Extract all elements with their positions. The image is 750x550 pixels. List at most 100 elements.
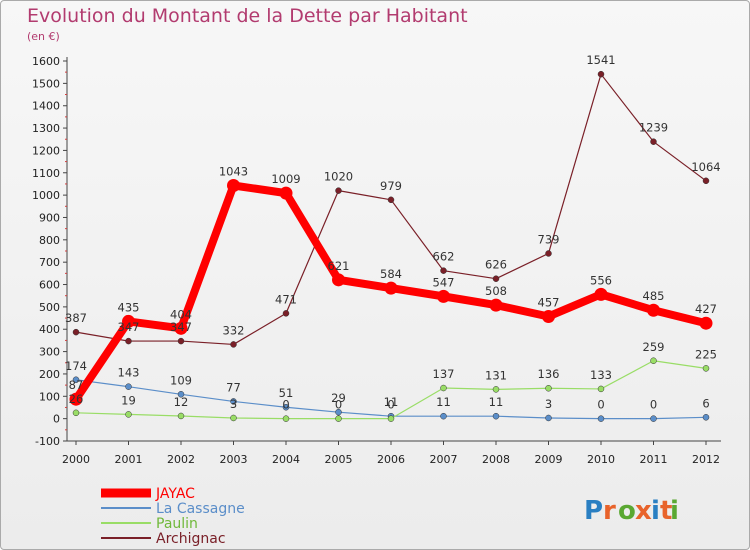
data-label-jayac: 584: [380, 267, 402, 281]
x-tick-label: 2009: [535, 453, 563, 466]
point-la-cassagne: [335, 408, 342, 416]
point-paulin: [72, 409, 80, 417]
data-label-archignac: 471: [275, 292, 297, 306]
data-label-jayac: 621: [328, 259, 350, 273]
data-label-paulin: 133: [590, 368, 612, 382]
y-tick-label: 800: [39, 234, 60, 247]
data-label-jayac: 435: [118, 300, 140, 314]
data-label-jayac: 87: [69, 378, 84, 392]
point-la-cassagne: [440, 412, 447, 420]
x-tick-label: 2003: [220, 453, 248, 466]
data-label-archignac: 347: [118, 320, 140, 334]
logo-letter: o: [618, 496, 636, 526]
data-label-paulin: 259: [643, 340, 665, 354]
point-jayac: [437, 289, 450, 303]
y-tick-label: 200: [39, 368, 60, 381]
point-archignac: [387, 196, 395, 204]
data-label-jayac: 547: [433, 275, 455, 289]
y-tick-label: 1300: [32, 122, 60, 135]
x-tick-label: 2000: [62, 453, 90, 466]
data-label-jayac: 427: [695, 302, 717, 316]
point-paulin: [650, 357, 657, 365]
y-tick-label: 300: [39, 346, 60, 359]
data-label-la-cassagne: 109: [170, 373, 192, 387]
point-jayac: [647, 303, 660, 317]
x-tick-label: 2008: [482, 453, 510, 466]
series-line-archignac: [75, 73, 707, 346]
point-la-cassagne: [282, 403, 290, 411]
data-label-paulin: 0: [282, 398, 289, 412]
data-label-la-cassagne: 3: [545, 397, 552, 411]
point-la-cassagne: [125, 383, 132, 390]
y-tick-label: 900: [39, 211, 60, 224]
data-label-paulin: 131: [485, 368, 507, 382]
y-tick-label: 600: [39, 279, 60, 292]
data-label-archignac: 979: [380, 179, 402, 193]
data-label-paulin: 0: [387, 398, 394, 412]
point-paulin: [125, 411, 132, 418]
point-paulin: [387, 415, 395, 422]
x-tick-label: 2001: [115, 453, 143, 466]
chart-subtitle: (en €): [27, 30, 60, 43]
point-archignac: [282, 310, 290, 317]
point-jayac: [542, 309, 555, 323]
point-jayac: [332, 273, 345, 287]
x-tick-label: 2011: [640, 453, 668, 466]
data-label-jayac: 404: [170, 307, 192, 321]
x-tick-label: 2007: [430, 453, 458, 466]
data-label-la-cassagne: 11: [384, 395, 399, 409]
data-label-paulin: 225: [695, 347, 717, 361]
y-tick-label: 0: [53, 413, 60, 426]
logo-letter: x: [635, 496, 652, 526]
y-tick-label: 100: [39, 390, 60, 403]
point-la-cassagne: [702, 414, 710, 421]
point-jayac: [384, 281, 398, 295]
data-label-archignac: 1020: [324, 170, 353, 184]
point-la-cassagne: [230, 398, 237, 405]
data-labels: 26 19 12 3 0 0 0 137 131 136 133 259 225 174 143 109 77 5…: [65, 53, 721, 411]
data-label-paulin: 12: [174, 395, 189, 409]
data-label-la-cassagne: 143: [118, 366, 140, 380]
logo-letter: r: [603, 496, 616, 526]
y-tick-label: -100: [35, 435, 60, 448]
data-label-jayac: 1009: [271, 172, 300, 186]
data-label-paulin: 0: [335, 398, 342, 412]
data-label-paulin: 136: [538, 367, 560, 381]
y-tick-label: 700: [39, 256, 60, 269]
data-label-archignac: 1239: [639, 121, 668, 135]
data-label-jayac: 485: [643, 289, 665, 303]
y-tick-label: 1600: [32, 55, 60, 68]
point-paulin: [492, 386, 500, 393]
point-paulin: [230, 414, 237, 422]
point-paulin: [282, 415, 290, 422]
data-label-la-cassagne: 11: [436, 395, 451, 409]
point-jayac: [279, 186, 293, 200]
point-jayac: [489, 298, 503, 312]
x-tick-label: 2010: [587, 453, 615, 466]
point-jayac: [122, 314, 135, 328]
point-archignac: [125, 337, 132, 345]
y-tick-label: 400: [39, 323, 60, 336]
data-label-la-cassagne: 0: [597, 398, 604, 412]
point-archignac: [492, 275, 500, 282]
point-paulin: [702, 365, 710, 372]
point-la-cassagne: [177, 391, 185, 398]
data-label-paulin: 19: [121, 393, 136, 407]
data-label-la-cassagne: 51: [279, 386, 294, 400]
logo-letter: i: [670, 496, 679, 526]
x-tick-label: 2005: [325, 453, 353, 466]
point-la-cassagne: [597, 415, 605, 422]
data-label-paulin: 26: [69, 392, 84, 406]
point-archignac: [440, 267, 447, 274]
x-tick-label: 2004: [272, 453, 300, 466]
data-label-jayac: 457: [538, 295, 560, 309]
data-label-la-cassagne: 77: [226, 380, 241, 394]
point-paulin: [335, 415, 342, 422]
point-jayac: [69, 392, 83, 406]
axes: -100010020030040050060070080090010001100…: [32, 55, 721, 466]
legend-label-paulin: Paulin: [156, 516, 198, 532]
data-label-archignac: 739: [538, 232, 560, 246]
data-label-paulin: 3: [230, 397, 237, 411]
point-jayac: [227, 179, 240, 193]
